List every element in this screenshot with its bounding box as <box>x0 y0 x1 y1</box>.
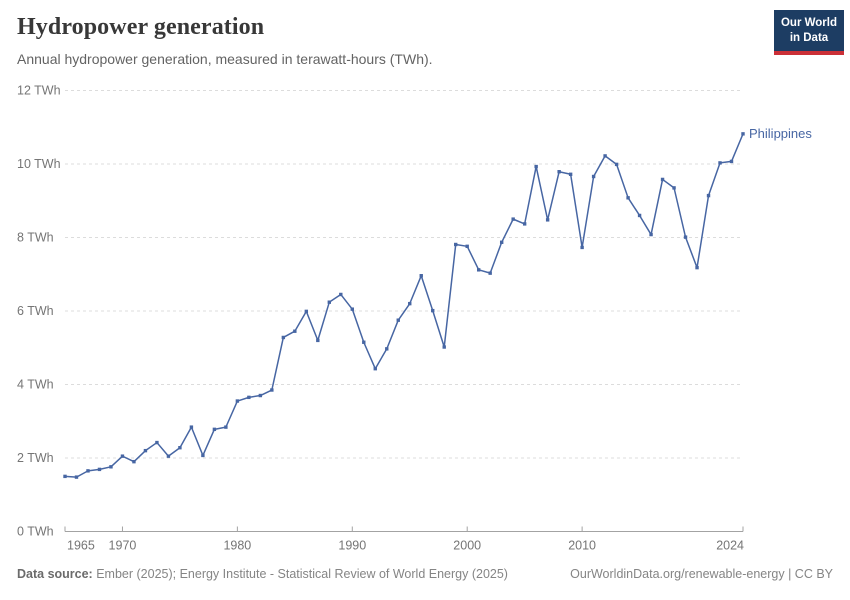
owid-logo-text: Our World in Data <box>774 10 844 51</box>
data-point-marker <box>109 465 113 469</box>
y-tick-label: 0 TWh <box>17 525 54 539</box>
x-tick-label: 2010 <box>568 539 596 553</box>
x-tick-label: 1980 <box>223 539 251 553</box>
data-point-marker <box>488 271 492 275</box>
data-point-marker <box>293 329 297 333</box>
owid-logo[interactable]: Our World in Data <box>774 10 844 55</box>
data-point-marker <box>396 318 400 322</box>
chart-subtitle: Annual hydropower generation, measured i… <box>17 51 433 67</box>
data-point-marker <box>534 164 538 169</box>
data-point-marker <box>591 174 596 179</box>
data-point-marker <box>476 268 481 272</box>
owid-logo-line2: in Data <box>789 31 829 44</box>
page-title: Hydropower generation <box>17 14 265 40</box>
data-source-label: Data source: <box>17 567 93 581</box>
data-point-marker <box>373 366 377 371</box>
data-point-marker <box>499 240 504 244</box>
x-tick-label: 2024 <box>716 539 744 553</box>
data-point-marker <box>557 170 561 174</box>
data-point-marker <box>166 454 171 458</box>
data-point-marker <box>97 467 102 472</box>
data-point-marker <box>235 399 240 403</box>
data-point-marker <box>511 217 515 221</box>
data-point-marker <box>212 427 217 432</box>
data-point-marker <box>431 308 435 313</box>
data-point-marker <box>718 161 722 165</box>
data-point-marker <box>385 347 389 351</box>
x-tick-label: 1970 <box>109 539 137 553</box>
data-point-marker <box>419 274 423 278</box>
data-point-marker <box>522 222 527 226</box>
data-point-marker <box>178 446 182 450</box>
x-tick-label: 1990 <box>338 539 366 553</box>
data-point-marker <box>454 242 458 247</box>
data-source: Data source: Ember (2025); Energy Instit… <box>17 567 508 581</box>
data-point-marker <box>729 159 734 164</box>
data-point-marker <box>281 335 286 340</box>
x-tick-label: 2000 <box>453 539 481 553</box>
data-point-marker <box>545 218 550 222</box>
data-point-marker <box>637 213 642 218</box>
data-point-marker <box>695 265 699 270</box>
data-point-marker <box>304 309 309 314</box>
data-point-marker <box>224 425 228 429</box>
owid-logo-red-bar <box>774 51 844 55</box>
data-point-marker <box>316 338 320 343</box>
data-point-marker <box>201 453 205 458</box>
y-tick-label: 4 TWh <box>17 378 54 392</box>
data-point-marker <box>408 301 412 306</box>
x-tick-label: 1965 <box>67 539 95 553</box>
series-line-philippines <box>64 133 744 478</box>
owid-url-link[interactable]: OurWorldinData.org/renewable-energy | CC… <box>570 567 833 581</box>
chart-footer: Data source: Ember (2025); Energy Instit… <box>17 567 833 581</box>
data-point-marker <box>465 244 469 249</box>
series-label-philippines[interactable]: Philippines <box>749 126 812 141</box>
y-tick-label: 8 TWh <box>17 231 54 245</box>
data-point-marker <box>580 245 584 250</box>
y-tick-label: 12 TWh <box>17 84 61 98</box>
data-point-marker <box>660 177 665 182</box>
data-point-marker <box>327 300 332 304</box>
y-tick-label: 6 TWh <box>17 304 54 318</box>
data-point-marker <box>706 193 711 198</box>
data-point-marker <box>189 425 194 429</box>
owid-logo-line1: Our World <box>780 17 837 29</box>
data-point-marker <box>568 172 573 176</box>
data-point-marker <box>247 395 251 400</box>
data-point-marker <box>258 393 263 398</box>
data-point-marker <box>74 475 79 479</box>
data-point-marker <box>362 340 366 344</box>
data-point-marker <box>672 186 676 190</box>
data-point-marker <box>614 162 619 167</box>
data-point-marker <box>120 454 125 458</box>
data-point-marker <box>143 448 148 453</box>
data-point-marker <box>155 440 159 445</box>
data-point-marker <box>603 154 607 158</box>
data-point-marker <box>626 196 630 200</box>
y-tick-label: 2 TWh <box>17 451 54 465</box>
data-point-marker <box>741 132 745 136</box>
data-point-marker <box>649 232 653 237</box>
data-point-marker <box>683 235 688 239</box>
data-point-marker <box>270 388 274 392</box>
data-point-marker <box>350 307 354 311</box>
data-point-marker <box>339 292 343 297</box>
data-source-text: Ember (2025); Energy Institute - Statist… <box>92 567 508 581</box>
data-point-marker <box>86 469 90 473</box>
data-point-marker <box>132 459 136 464</box>
data-point-marker <box>442 345 446 349</box>
data-point-marker <box>63 474 67 479</box>
y-tick-label: 10 TWh <box>17 157 61 171</box>
